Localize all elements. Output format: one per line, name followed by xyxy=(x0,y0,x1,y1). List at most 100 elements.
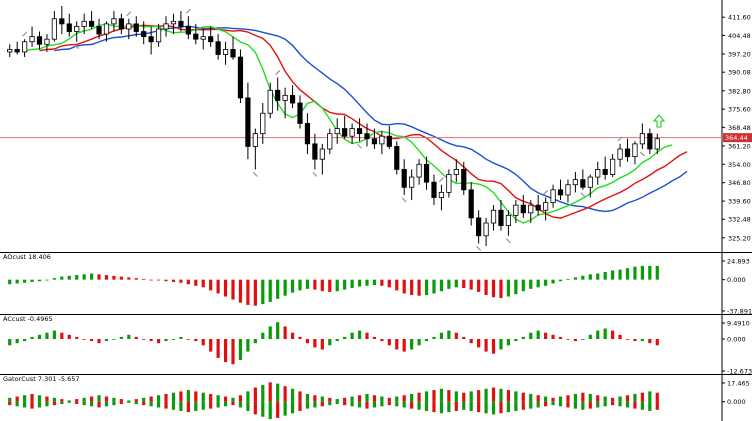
gator-bar-upper xyxy=(8,397,12,402)
candle-body xyxy=(297,102,303,124)
candle-body xyxy=(118,18,124,30)
candle-body xyxy=(319,148,325,160)
current-price-badge xyxy=(723,133,752,143)
ao-bar xyxy=(37,279,42,282)
gator-bar-lower xyxy=(164,401,168,409)
gator-bar-upper xyxy=(432,390,436,402)
ac-pane[interactable]: 9.4910 0.000 -12.6738 ACcust -0.4965 xyxy=(0,314,752,375)
candle xyxy=(423,156,430,190)
candle-body xyxy=(602,169,608,175)
candle-body xyxy=(364,133,370,140)
ao-bar xyxy=(395,279,399,291)
gator-bar-upper xyxy=(596,395,600,402)
ao-pane[interactable]: 24.893 0.000 -37.891 AOcust 18.406 xyxy=(0,252,752,315)
candle xyxy=(312,133,318,170)
candle-body xyxy=(96,26,102,35)
gator-tick-label: 0.000 xyxy=(727,398,746,406)
candle-body xyxy=(170,20,177,25)
gator-bar-upper xyxy=(611,397,615,402)
up-arrow-icon xyxy=(652,114,666,128)
candle xyxy=(96,18,102,40)
ac-bar xyxy=(566,339,570,340)
ao-bar xyxy=(67,275,71,280)
gator-bar-lower xyxy=(246,401,250,411)
ac-bar xyxy=(231,339,235,365)
gator-bar-lower xyxy=(298,401,302,411)
ao-bar xyxy=(506,279,511,297)
gator-tick-label: 17.465 xyxy=(727,380,750,388)
candle xyxy=(148,26,154,55)
gator-bar-lower xyxy=(15,401,19,407)
gator-bar-upper xyxy=(164,393,168,402)
gator-bar-lower xyxy=(566,401,570,408)
ao-bar xyxy=(8,279,12,285)
candle-body xyxy=(654,138,660,150)
candle xyxy=(476,210,482,244)
gator-bar-lower xyxy=(625,401,630,408)
price-tick-label: 346.80 xyxy=(728,179,751,187)
candle-body xyxy=(595,169,601,178)
candle-body xyxy=(401,169,407,188)
gator-bar-lower xyxy=(521,401,525,410)
gator-bar-upper xyxy=(127,400,131,402)
candle xyxy=(103,21,110,42)
gator-bar-lower xyxy=(536,401,540,408)
ac-bar xyxy=(439,332,444,339)
candle xyxy=(647,128,653,155)
gator-bar-lower xyxy=(462,401,466,410)
gator-bar-lower xyxy=(640,401,644,410)
candle xyxy=(513,200,519,224)
ac-bar xyxy=(529,332,533,339)
candle-body xyxy=(483,222,489,237)
ao-bar xyxy=(253,279,257,306)
candle-body xyxy=(44,38,50,45)
ac-bar xyxy=(30,336,34,339)
price-tick-label: 325.20 xyxy=(728,234,751,242)
gator-bar-upper xyxy=(395,396,399,402)
ao-bar xyxy=(439,279,444,292)
candle xyxy=(170,13,177,35)
ao-bar xyxy=(402,279,406,294)
candle xyxy=(624,138,631,162)
candle-body xyxy=(528,204,534,214)
ac-bar xyxy=(350,332,354,339)
candle-body xyxy=(267,89,273,114)
gator-bar-upper xyxy=(603,396,607,402)
candle xyxy=(44,34,50,52)
candle xyxy=(632,141,638,165)
ao-bar xyxy=(387,279,391,288)
ac-tick-label: 9.4910 xyxy=(727,320,750,328)
gator-bar-upper xyxy=(156,395,161,402)
gator-bar-upper xyxy=(558,396,563,402)
ac-bar xyxy=(387,339,391,346)
gator-bar-lower xyxy=(156,401,161,408)
ao-bar xyxy=(313,279,317,290)
ac-bar xyxy=(447,330,451,339)
candle xyxy=(654,133,660,155)
candle xyxy=(334,118,340,144)
candle xyxy=(535,194,541,216)
gator-bar-upper xyxy=(238,395,243,402)
price-chart[interactable]: 411.60 404.48 397.20 390.08 382.80 375.60 368.… xyxy=(0,0,752,252)
ao-bar xyxy=(216,279,220,294)
gator-bar-lower xyxy=(253,401,257,415)
candle xyxy=(118,13,124,35)
ao-bar xyxy=(648,265,652,280)
ac-bar xyxy=(261,332,265,339)
candle xyxy=(245,82,251,160)
gator-pane[interactable]: 17.465 0.000 GatorCust 7.301 -5.657 xyxy=(0,374,752,421)
ao-bar xyxy=(343,279,347,290)
gator-bar-upper xyxy=(469,391,473,402)
price-pane[interactable]: 411.60 404.48 397.20 390.08 382.80 375.60 368.… xyxy=(0,0,752,252)
ao-bar xyxy=(268,279,272,302)
ao-bar xyxy=(372,279,377,286)
gator-bar-lower xyxy=(410,401,414,409)
gator-bar-upper xyxy=(119,399,123,402)
gator-bar-upper xyxy=(491,387,496,402)
gator-bar-lower xyxy=(112,401,116,406)
ac-bar xyxy=(89,339,94,342)
ac-bar xyxy=(82,339,86,340)
candle-body xyxy=(327,133,333,150)
gator-bar-lower xyxy=(97,401,101,408)
candle-body xyxy=(468,189,474,219)
